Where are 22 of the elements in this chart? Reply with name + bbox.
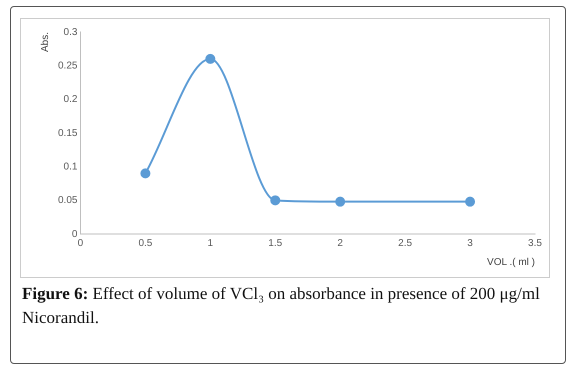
x-tick-label: 0.5 xyxy=(138,238,153,249)
x-axis-title: VOL .( ml ) xyxy=(487,256,535,268)
y-tick-label: 0 xyxy=(72,228,78,240)
point xyxy=(465,196,476,207)
y-tick-label: 0.15 xyxy=(58,128,78,139)
x-tick-label: 1 xyxy=(208,238,214,249)
x-tick-label: 2.5 xyxy=(398,238,413,249)
y-axis-title: Abs. xyxy=(40,32,51,52)
y-tick-label: 0.25 xyxy=(58,60,78,72)
x-tick-label: 3.5 xyxy=(528,238,542,249)
point xyxy=(140,168,150,178)
point xyxy=(205,54,216,64)
x-tick-label: 1.5 xyxy=(268,238,283,249)
y-tick-label: 0.1 xyxy=(64,161,78,172)
y-tick-label: 0.2 xyxy=(64,94,78,106)
y-tick-label: 0.3 xyxy=(64,26,78,38)
y-tick-label: 0.05 xyxy=(58,195,78,206)
point xyxy=(270,195,280,206)
text: Figure 6: Effect of volume of VCl₃ on absorbance in presence of 200 μg/ml Nicorandil. xyxy=(22,283,541,329)
point xyxy=(335,196,346,207)
x-tick-label: 2 xyxy=(337,238,344,249)
x-tick-label: 3 xyxy=(467,238,474,249)
